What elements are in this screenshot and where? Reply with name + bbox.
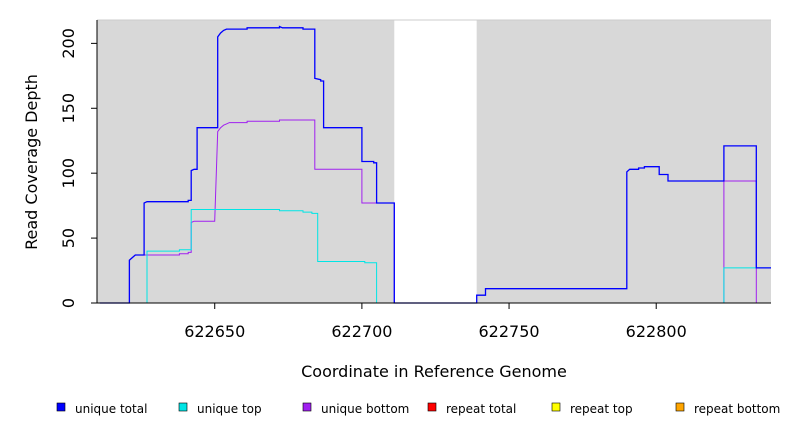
legend-label-unique-top: unique top <box>197 402 262 416</box>
y-tick-label-50: 50 <box>59 228 78 248</box>
legend-label-repeat-total: repeat total <box>446 402 516 416</box>
y-tick-label-200: 200 <box>59 28 78 59</box>
excluded-regions <box>394 20 477 303</box>
legend-swatch-unique-bottom <box>302 402 312 412</box>
legend-swatch-unique-total <box>56 402 66 412</box>
x-tick-label-622700: 622700 <box>331 322 392 341</box>
legend-label-repeat-top: repeat top <box>570 402 633 416</box>
legend-swatch-unique-top <box>178 402 188 412</box>
legend-swatch-repeat-total <box>427 402 437 412</box>
legend: unique total unique top unique bottom repea… <box>56 402 780 416</box>
legend-label-unique-bottom: unique bottom <box>321 402 409 416</box>
x-tick-label-622800: 622800 <box>626 322 687 341</box>
x-axis-label: Coordinate in Reference Genome <box>301 362 567 381</box>
series-line-unique-total <box>99 25 771 304</box>
x-tick-label-622650: 622650 <box>184 322 245 341</box>
excluded-region-0 <box>394 20 477 303</box>
y-tick-label-0: 0 <box>59 298 78 308</box>
y-tick-label-150: 150 <box>59 93 78 124</box>
y-axis-label: Read Coverage Depth <box>22 74 41 250</box>
axes: 0 50 100 150 200 622650 622700 622750 622800 <box>59 19 771 341</box>
legend-swatch-repeat-top <box>551 402 561 412</box>
legend-label-repeat-bottom: repeat bottom <box>694 402 780 416</box>
y-tick-label-100: 100 <box>59 158 78 189</box>
legend-swatch-repeat-bottom <box>675 402 685 412</box>
x-tick-label-622750: 622750 <box>479 322 540 341</box>
legend-label-unique-total: unique total <box>75 402 147 416</box>
